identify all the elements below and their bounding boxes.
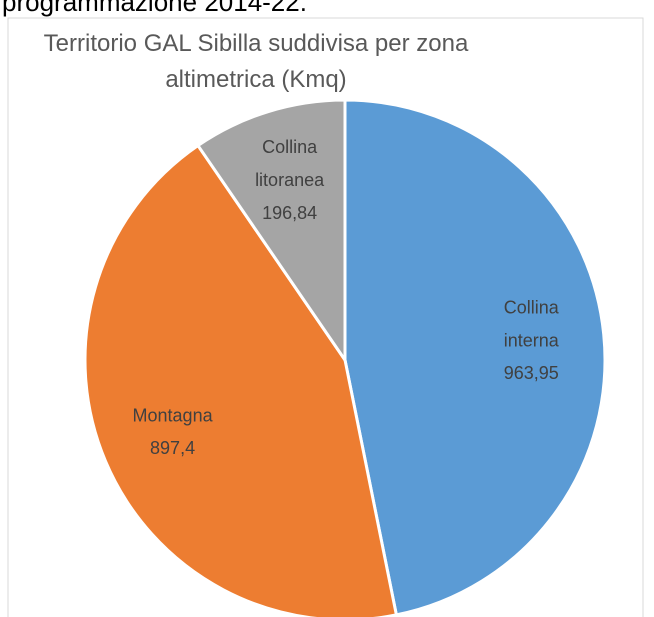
chart-border	[7, 17, 644, 617]
pie-slice	[343, 98, 607, 617]
value-label: 196,84	[262, 203, 317, 223]
chart-title: Territorio GAL Sibilla suddivisa per zon…	[44, 30, 469, 93]
slice-label: Collina litoranea	[255, 137, 325, 190]
value-label: 897,4	[150, 438, 195, 458]
slice-label: Montagna	[133, 405, 214, 425]
header-text: programmazione 2014-22.	[2, 0, 307, 17]
value-label: 963,95	[504, 363, 559, 383]
pie-slice	[83, 143, 399, 617]
slice-label: Collina interna	[504, 297, 560, 350]
pie-slice	[195, 98, 347, 365]
